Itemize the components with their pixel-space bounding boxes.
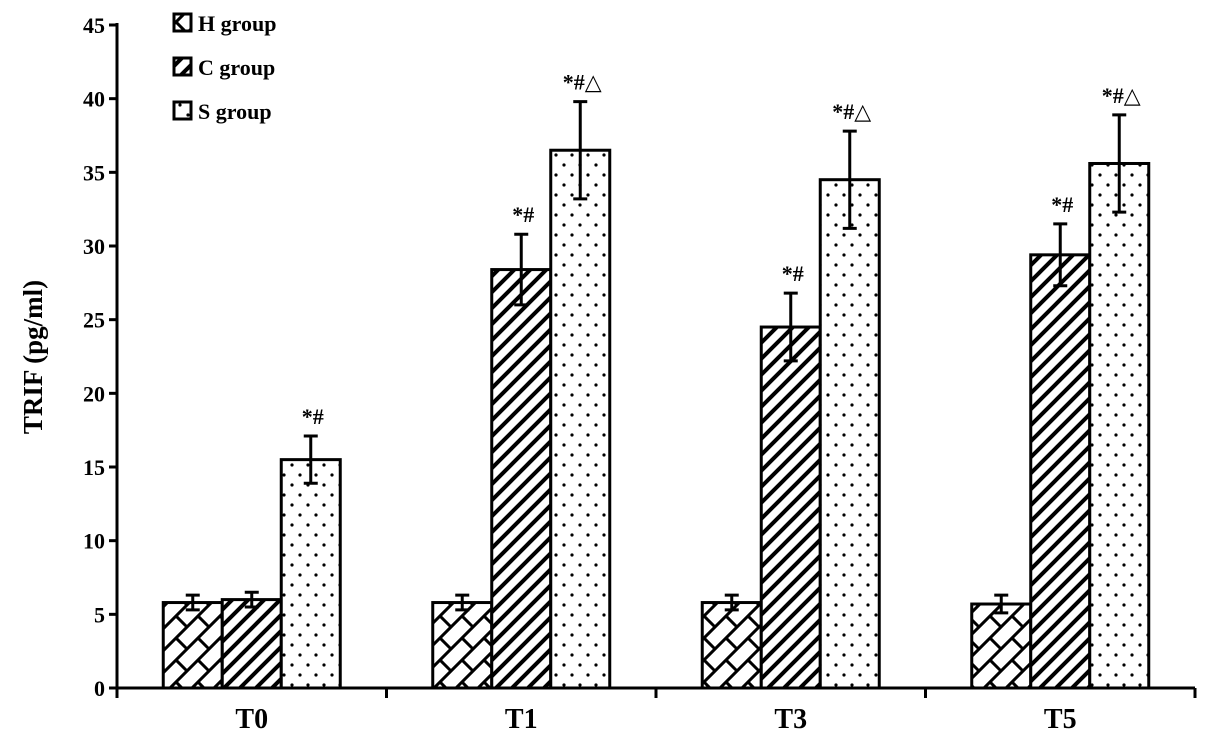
significance-label: *#△ <box>832 99 871 124</box>
bar-h-group <box>700 601 763 690</box>
bar-s-group <box>1088 161 1151 690</box>
y-tick-label: 35 <box>83 160 105 185</box>
y-axis-label: TRIF (pg/ml) <box>18 280 48 434</box>
y-tick-label: 0 <box>94 676 105 701</box>
error-bar <box>573 100 588 201</box>
legend: H group C group S group <box>172 11 276 124</box>
significance-label: *# <box>782 261 804 286</box>
legend-swatch <box>172 100 193 121</box>
y-tick-label: 25 <box>83 308 105 333</box>
bar-s-group <box>818 178 881 690</box>
error-bar <box>455 593 470 612</box>
legend-item: C group <box>172 55 275 80</box>
legend-swatch <box>172 12 193 33</box>
y-tick-label: 30 <box>83 234 105 259</box>
error-bar <box>724 593 739 612</box>
bar-h-group <box>161 601 224 690</box>
significance-label: *# <box>1051 192 1073 217</box>
bar-c-group <box>220 598 283 690</box>
bars: *# *# *# *# *#△ *#△ *#△ <box>161 70 1151 690</box>
legend-swatch <box>172 56 193 77</box>
y-tick-label: 5 <box>94 602 105 627</box>
legend-label: H group <box>198 11 276 36</box>
significance-label: *# <box>302 404 324 429</box>
bar-c-group <box>490 268 553 690</box>
legend-label: S group <box>198 99 272 124</box>
error-bar <box>185 593 200 612</box>
bar-h-group <box>970 602 1033 690</box>
error-bar <box>244 590 259 609</box>
bar-s-group <box>549 148 612 690</box>
error-bar <box>1112 113 1127 214</box>
x-tick-label: T5 <box>1044 704 1077 735</box>
error-bar <box>783 291 798 363</box>
error-bar <box>842 129 857 230</box>
y-tick-label: 20 <box>83 381 105 406</box>
x-tick-label: T3 <box>774 704 807 735</box>
significance-label: *#△ <box>1102 83 1141 108</box>
bar-c-group <box>759 325 822 690</box>
error-bar <box>994 593 1009 615</box>
y-tick-label: 15 <box>83 455 105 480</box>
x-tick-label: T1 <box>505 704 538 735</box>
error-bar <box>303 434 318 485</box>
significance-label: *#△ <box>563 70 602 95</box>
bar-h-group <box>431 601 494 690</box>
x-tick-label: T0 <box>235 704 268 735</box>
error-bar <box>1053 222 1068 288</box>
significance-label: *# <box>512 202 534 227</box>
legend-label: C group <box>198 55 275 80</box>
legend-item: S group <box>172 99 272 124</box>
bar-s-group <box>279 458 342 690</box>
y-tick-label: 45 <box>83 13 105 38</box>
error-bar <box>514 232 529 307</box>
y-tick-label: 10 <box>83 529 105 554</box>
legend-item: H group <box>172 11 276 36</box>
y-tick-label: 40 <box>83 87 105 112</box>
bar-c-group <box>1029 253 1092 690</box>
